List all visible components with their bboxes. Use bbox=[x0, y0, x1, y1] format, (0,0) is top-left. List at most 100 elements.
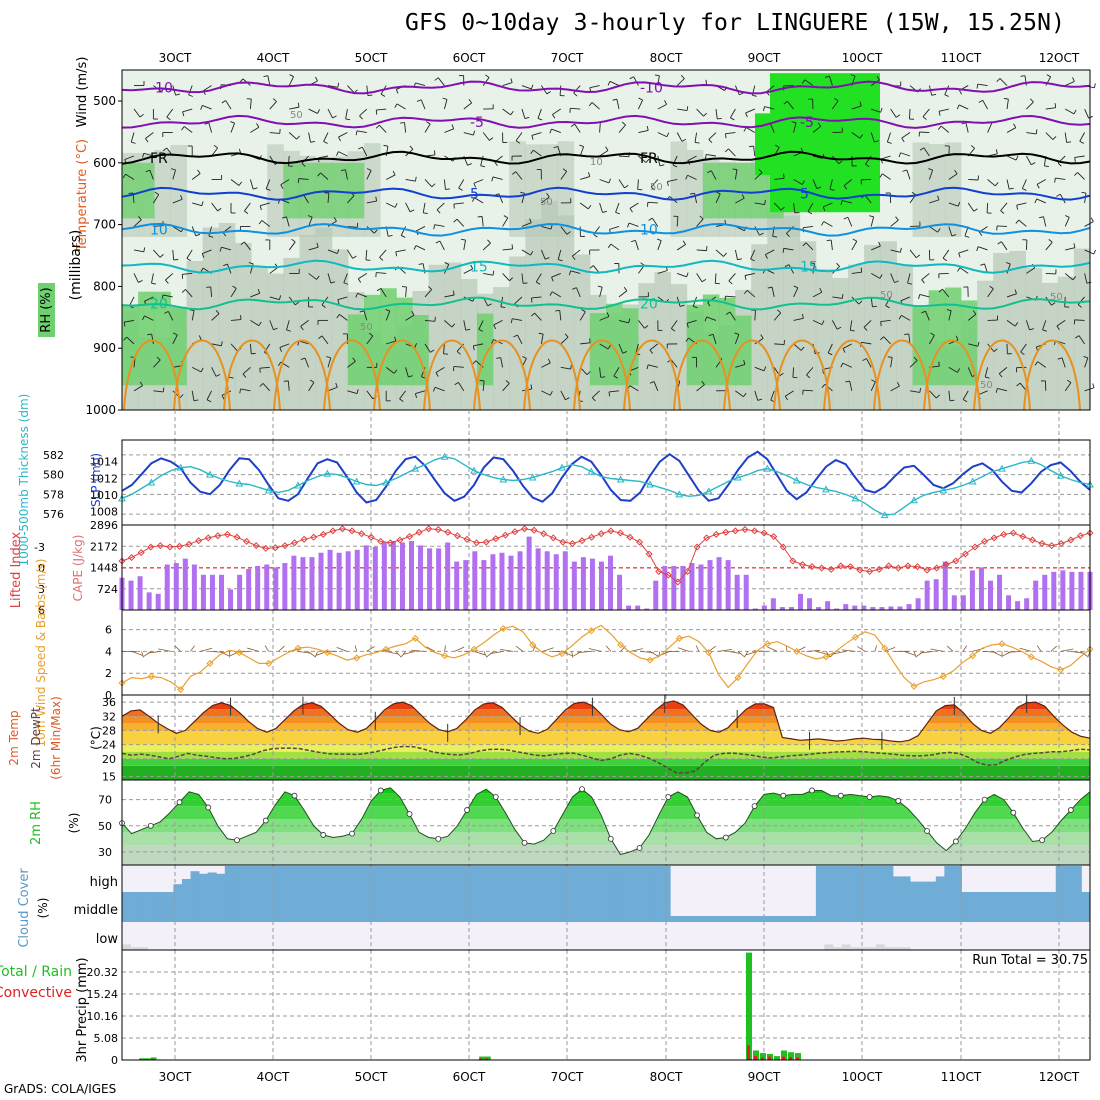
precip-total-bar bbox=[746, 952, 752, 1060]
wind-barb bbox=[666, 132, 670, 137]
cloud-row-label: low bbox=[96, 932, 119, 947]
rh-contour-label: 50 bbox=[290, 110, 303, 121]
wind-barb bbox=[240, 241, 245, 246]
wind-barb bbox=[605, 146, 609, 151]
rh-shade bbox=[783, 215, 801, 410]
cloud-middle-bar bbox=[284, 892, 294, 922]
thickness-y-tick: 580 bbox=[43, 469, 64, 482]
surface-isotherm bbox=[673, 339, 731, 411]
wind-barb bbox=[570, 123, 575, 127]
wind10m-point bbox=[470, 645, 478, 653]
wind-barb bbox=[502, 82, 513, 86]
wind-barb bbox=[864, 194, 872, 204]
wind-barb bbox=[703, 112, 708, 117]
cape-bar bbox=[463, 560, 469, 610]
wind-barb bbox=[900, 152, 911, 157]
cloud-middle-bar bbox=[1064, 892, 1074, 922]
wind-barb bbox=[142, 315, 145, 321]
precip-ylabel: 3hr Precip (mm) bbox=[75, 957, 90, 1062]
cloud-high-bar bbox=[233, 866, 243, 892]
isotherm-label: -5 bbox=[470, 115, 484, 131]
cape-bar bbox=[219, 574, 225, 610]
wind-barb bbox=[804, 79, 814, 86]
wind-barb bbox=[1037, 361, 1047, 368]
cape-bar bbox=[327, 549, 333, 610]
wind-barb bbox=[161, 294, 164, 300]
wind-barb bbox=[824, 75, 830, 78]
rh2m-point bbox=[665, 794, 672, 800]
wind-barb bbox=[786, 100, 794, 110]
wind-barb bbox=[784, 390, 794, 397]
cloud-middle-bar bbox=[978, 892, 988, 922]
wind-barb bbox=[1065, 247, 1076, 251]
rh-shade bbox=[654, 272, 672, 410]
wind10m-barb bbox=[219, 651, 229, 657]
wind-barb bbox=[428, 286, 432, 290]
wind-barb bbox=[1064, 108, 1075, 115]
wind-barb bbox=[480, 155, 484, 166]
precip-total-bar bbox=[774, 1056, 780, 1060]
wind-barb bbox=[728, 280, 733, 285]
wind-barb bbox=[930, 332, 935, 336]
cape-bar bbox=[209, 574, 215, 610]
wind-barb bbox=[183, 126, 193, 133]
thickness-line bbox=[121, 456, 1091, 516]
dewpt-ylabel: 2m DewPt bbox=[29, 707, 43, 769]
rh-shade bbox=[541, 144, 559, 237]
wind-barb bbox=[890, 385, 900, 392]
wind-barb bbox=[493, 324, 497, 330]
cloud-middle-bar bbox=[790, 916, 800, 922]
cloud-middle-bar bbox=[481, 892, 491, 922]
wind-barb bbox=[821, 383, 826, 388]
thickness-ylabel: 1000-500mb Thickness (dm) bbox=[17, 394, 31, 567]
wind-barb bbox=[984, 367, 989, 378]
cloud-high-bar bbox=[516, 866, 526, 892]
wind-barb bbox=[1064, 217, 1070, 227]
wind-barb bbox=[326, 356, 331, 359]
wind-barb bbox=[901, 137, 905, 143]
wind-barb bbox=[812, 125, 822, 133]
wind-barb bbox=[609, 226, 620, 230]
wind-barb bbox=[686, 106, 689, 111]
rh2m-point bbox=[636, 845, 643, 851]
wind-barb bbox=[145, 138, 149, 143]
wind-barb bbox=[921, 279, 925, 284]
wind-barb bbox=[866, 358, 872, 368]
rh2m-point bbox=[1039, 837, 1045, 844]
wind-barb bbox=[471, 197, 476, 202]
wind-barb bbox=[259, 205, 262, 211]
wind-barb bbox=[198, 335, 202, 340]
cloud-middle-bar bbox=[687, 916, 697, 922]
wind-barb bbox=[794, 211, 800, 214]
wind-barb bbox=[357, 278, 362, 283]
rh-shade bbox=[380, 288, 397, 386]
wind-barb bbox=[841, 293, 844, 299]
wind-barb bbox=[1034, 361, 1038, 366]
cape-bar bbox=[888, 606, 894, 610]
wind-barb bbox=[834, 97, 839, 102]
wind-barb bbox=[832, 320, 838, 330]
wind-barb bbox=[1042, 320, 1047, 330]
wind-barb bbox=[871, 379, 876, 383]
wind-barb bbox=[1084, 357, 1089, 368]
cloud-high-bar bbox=[858, 866, 868, 892]
wind-barb bbox=[463, 268, 473, 274]
wind10m-barb bbox=[767, 646, 778, 652]
lifted-index-point bbox=[607, 527, 615, 535]
wind-barb bbox=[522, 355, 527, 359]
wind10m-barb bbox=[395, 651, 402, 658]
wind-barb bbox=[405, 314, 415, 321]
cloud-middle-bar bbox=[558, 892, 568, 922]
cloud-high-bar bbox=[250, 866, 260, 892]
wind-barb bbox=[667, 179, 678, 183]
wind-barb bbox=[928, 169, 934, 180]
wind-barb bbox=[890, 357, 893, 368]
wind-barb bbox=[1000, 210, 1005, 214]
wind-barb bbox=[202, 249, 212, 254]
cape-bar bbox=[788, 607, 794, 610]
wind-barb bbox=[849, 380, 853, 391]
wind10m-point bbox=[1027, 653, 1035, 661]
lifted-index-point bbox=[396, 536, 404, 544]
wind-barb bbox=[456, 218, 465, 227]
precip-conv-label: Convective bbox=[0, 985, 72, 1001]
